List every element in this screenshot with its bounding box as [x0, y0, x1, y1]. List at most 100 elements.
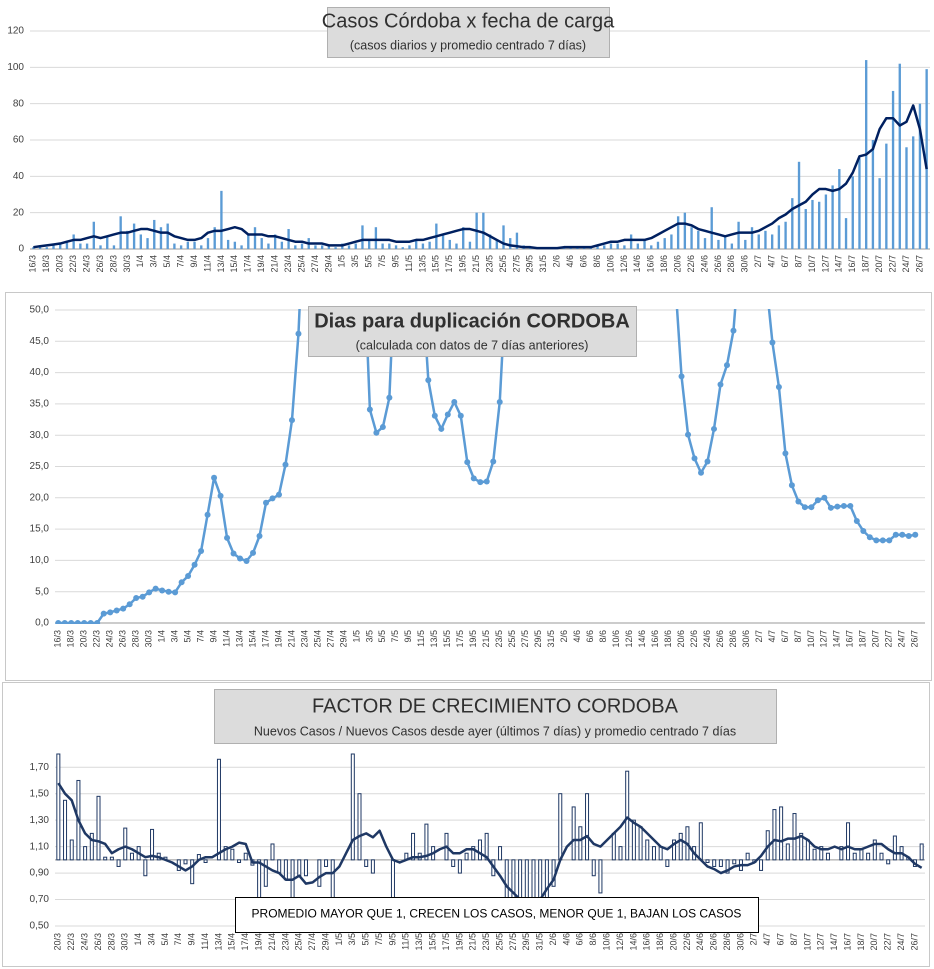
chart-subtitle: Nuevos Casos / Nuevos Casos desde ayer (… — [254, 724, 736, 738]
x-tick-label: 17/5 — [444, 255, 454, 273]
bar — [799, 832, 804, 861]
x-tick-label: 22/6 — [686, 255, 696, 273]
marker — [379, 424, 386, 431]
marker — [691, 455, 698, 462]
x-tick-label: 12/7 — [816, 933, 826, 951]
marker — [217, 492, 224, 499]
bar — [226, 239, 230, 249]
bar — [368, 239, 371, 249]
bar — [858, 158, 861, 249]
bar — [370, 859, 375, 874]
bar — [591, 859, 596, 877]
x-tick-label: 15/5 — [431, 255, 441, 273]
x-tick-label: 12/7 — [820, 255, 830, 273]
bar — [852, 852, 857, 861]
marker — [438, 425, 445, 432]
bar — [618, 846, 623, 861]
bar — [656, 241, 660, 249]
bar — [96, 795, 101, 861]
bar — [364, 859, 369, 867]
bar — [804, 209, 807, 249]
marker — [159, 587, 166, 594]
bar — [220, 190, 223, 249]
x-tick-label: 6/6 — [575, 933, 585, 946]
x-tick-label: 23/5 — [494, 630, 504, 648]
chart-subtitle: (calculada con datos de 7 días anteriore… — [356, 338, 589, 352]
bar — [126, 230, 129, 249]
marker — [866, 534, 873, 541]
bar — [193, 241, 196, 249]
marker — [633, 57, 639, 63]
x-tick-label: 19/5 — [458, 255, 468, 273]
bar — [504, 859, 509, 901]
bar — [585, 793, 590, 861]
marker — [94, 620, 101, 624]
x-tick-label: 20/6 — [676, 630, 686, 648]
bar — [558, 793, 563, 861]
x-tick-label: 11/5 — [416, 630, 426, 647]
panel-border — [5, 292, 932, 681]
x-tick-label: 4/6 — [565, 255, 575, 268]
line — [33, 104, 928, 250]
marker — [152, 585, 159, 592]
marker — [431, 412, 438, 419]
bar — [146, 238, 149, 249]
x-tick-label: 1/4 — [157, 630, 167, 643]
bar — [260, 238, 263, 249]
marker — [139, 593, 146, 600]
bar — [59, 243, 62, 249]
x-tick-label: 24/6 — [695, 933, 705, 951]
bar — [247, 234, 250, 249]
bar — [611, 832, 616, 861]
x-tick-label: 28/3 — [131, 630, 141, 648]
x-tick-label: 22/3 — [66, 933, 76, 951]
bar — [571, 806, 576, 861]
bar — [317, 859, 322, 887]
x-tick-label: 9/5 — [387, 933, 397, 946]
marker — [808, 504, 815, 511]
marker — [756, 182, 762, 188]
x-tick-label: 8/7 — [789, 933, 799, 946]
bar — [918, 103, 922, 250]
x-tick-label: 13/5 — [414, 933, 424, 951]
bar — [898, 63, 901, 250]
bar — [270, 843, 275, 861]
bar — [744, 239, 747, 249]
bar — [441, 234, 445, 249]
x-tick-label: 17/5 — [455, 630, 465, 648]
bar — [683, 212, 687, 249]
x-tick-label: 1/4 — [135, 255, 145, 268]
marker — [100, 610, 107, 617]
marker — [840, 502, 847, 509]
x-tick-label: 23/4 — [280, 933, 290, 951]
marker — [730, 327, 737, 334]
x-tick-label: 5/5 — [377, 630, 387, 643]
bar — [394, 245, 398, 249]
bar — [919, 843, 924, 861]
x-tick-label: 29/4 — [320, 933, 330, 951]
marker — [120, 605, 127, 612]
marker — [237, 555, 244, 562]
bar — [267, 243, 270, 249]
x-tick-label: 22/3 — [92, 630, 102, 648]
x-tick-label: 11/4 — [200, 933, 210, 950]
bar — [320, 245, 324, 249]
x-tick-label: 22/7 — [883, 933, 893, 951]
x-tick-label: 23/4 — [283, 255, 293, 273]
bar — [401, 247, 404, 249]
x-tick-label: 10/6 — [601, 933, 611, 951]
marker — [821, 494, 828, 501]
marker — [68, 620, 75, 624]
chart-title: Casos Córdoba x fecha de carga — [322, 10, 615, 32]
bar — [190, 859, 195, 885]
bar — [697, 230, 700, 249]
bar — [886, 859, 891, 865]
x-tick-label: 18/3 — [66, 630, 76, 648]
x-tick-label: 29/4 — [338, 630, 348, 648]
x-tick-label: 10/7 — [802, 933, 812, 951]
bar — [629, 234, 633, 249]
y-tick-label: 50,0 — [30, 305, 50, 316]
x-tick-label: 21/4 — [270, 255, 280, 273]
x-tick-label: 26/7 — [909, 933, 919, 951]
y-tick-label: 15,0 — [30, 524, 50, 535]
